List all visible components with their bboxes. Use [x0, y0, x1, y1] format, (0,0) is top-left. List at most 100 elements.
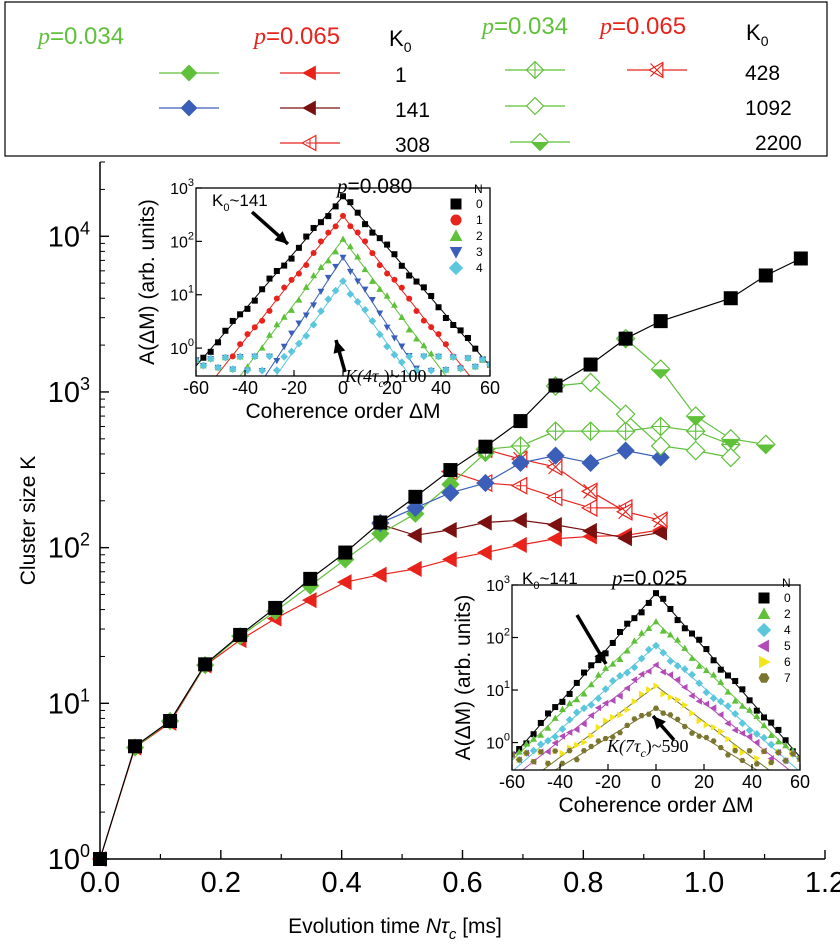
legend-p-header: p=0.034: [36, 23, 124, 50]
inset-series-7: [512, 705, 800, 770]
inset-legend-label: 5: [784, 639, 791, 653]
label-part: 10: [486, 631, 504, 648]
marker-cross: [583, 483, 598, 499]
inset-data-point: [317, 219, 324, 226]
inset-data-point: [200, 354, 207, 361]
inset-legend-label: 2: [784, 607, 791, 621]
inset-data-point: [354, 278, 362, 285]
data-point: [653, 314, 668, 329]
x-tick-label: 1.0: [684, 867, 724, 899]
inset-data-point: [660, 595, 667, 602]
legend-marker: [525, 60, 545, 80]
inset-data-point: [602, 699, 609, 707]
inset-data-point: [688, 692, 695, 700]
data-point: [478, 439, 493, 454]
inset-data-point: [644, 645, 653, 654]
label-part: 0: [188, 337, 194, 349]
inset-data-point: [609, 734, 616, 740]
inset-data-point: [724, 688, 732, 695]
data-point: [513, 414, 528, 429]
label-part: 10: [48, 688, 80, 720]
inset-data-point: [702, 688, 711, 697]
inset-data-point: [464, 354, 472, 363]
inset-data-point: [258, 366, 267, 375]
inset-y-tick-label: 100: [486, 732, 510, 753]
inset-data-point: [797, 756, 800, 762]
marker-cross: [546, 422, 565, 441]
inset-data-point: [244, 305, 251, 312]
inset-data-point: [594, 671, 602, 678]
inset-data-point: [206, 354, 215, 363]
inset-data-point: [266, 307, 273, 314]
inset-data-point: [361, 265, 369, 273]
inset-x-tick-label: 40: [742, 772, 762, 792]
inset-data-point: [295, 244, 302, 251]
inset-data-point: [551, 739, 558, 747]
inset-data-point: [228, 365, 237, 374]
inset-data-point: [624, 706, 631, 714]
inset-data-point: [739, 757, 746, 764]
inset-data-point: [782, 737, 789, 744]
inset-data-point: [559, 750, 566, 757]
inset-data-point: [207, 348, 214, 355]
inset-data-point: [435, 304, 442, 311]
inset-data-point: [339, 235, 347, 242]
inset-data-point: [681, 644, 689, 651]
inset-x-tick-label: 60: [790, 772, 810, 792]
inset-data-point: [739, 686, 746, 693]
inset-data-point: [682, 701, 689, 709]
y-tick-label: 100: [48, 841, 90, 876]
inset-data-point: [332, 263, 340, 271]
inset-data-point: [616, 671, 624, 680]
data-point: [233, 627, 248, 642]
inset-data-point: [383, 342, 391, 351]
inset-data-point: [652, 641, 660, 650]
inset-data-point: [288, 255, 295, 262]
inset-data-point: [659, 648, 668, 657]
inset-k0-annotation: K0~141: [522, 569, 578, 592]
inset-legend-marker: [759, 655, 771, 669]
inset-data-point: [580, 720, 587, 728]
legend-p-header: p=0.034: [480, 13, 568, 40]
legend-marker: [530, 132, 550, 152]
inset-data-point: [250, 352, 259, 361]
label-part: [ms]: [456, 915, 502, 938]
inset-data-point: [196, 356, 200, 365]
inset-data-point: [413, 335, 420, 342]
inset-data-point: [222, 327, 229, 334]
inset-data-point: [689, 630, 695, 637]
inset-data-point: [652, 661, 659, 669]
inset-data-point: [616, 692, 623, 700]
inset-data-point: [265, 352, 274, 361]
inset-data-point: [594, 704, 602, 712]
inset-x-axis-title: Coherence order ΔM: [246, 400, 441, 423]
inset-data-point: [368, 277, 376, 284]
inset-data-point: [309, 320, 318, 329]
inset-data-point: [718, 728, 725, 736]
inset-data: [512, 590, 800, 770]
inset-data-point: [369, 250, 376, 257]
inset-data-point: [288, 276, 295, 283]
inset-data-point: [273, 295, 280, 302]
inset-data-point: [369, 229, 376, 236]
data-point: [651, 448, 670, 467]
inset-y-tick-label: 102: [486, 627, 510, 648]
inset-data-point: [529, 746, 538, 755]
data-point: [268, 600, 283, 615]
data-point: [651, 511, 669, 530]
inset-data-point: [630, 663, 639, 672]
inset-data-point: [545, 760, 551, 766]
inset-data-point: [302, 283, 310, 290]
inset-data-point: [427, 366, 436, 375]
inset-data-point: [413, 307, 420, 314]
x-tick-label: 0.4: [322, 867, 362, 899]
inset-legend-marker: [448, 260, 464, 276]
inset-data-point: [383, 324, 391, 331]
inset-data-point: [566, 748, 573, 754]
inset-data-point: [361, 305, 369, 314]
data-point: [617, 530, 632, 547]
inset-data-point: [199, 361, 208, 370]
inset-data-point: [573, 695, 581, 703]
label-part: 10: [486, 683, 504, 700]
inset-data-point: [281, 262, 288, 269]
